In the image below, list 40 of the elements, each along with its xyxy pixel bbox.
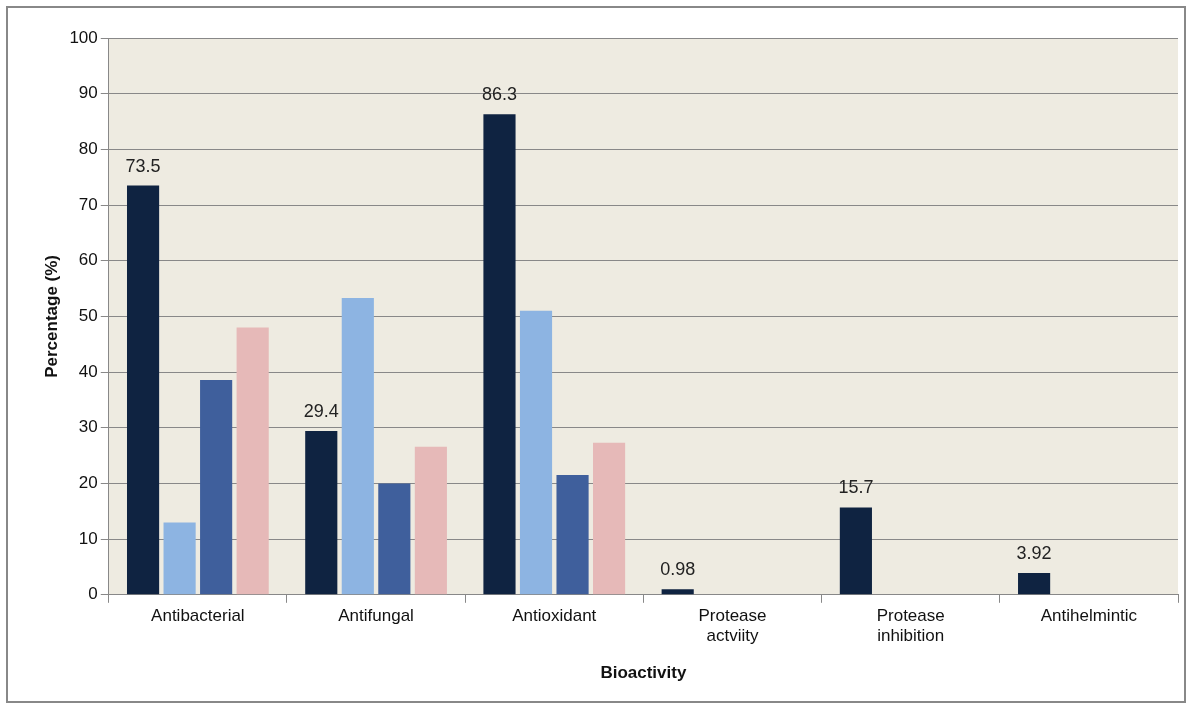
y-tick-label: 10 [78, 528, 98, 548]
x-tick-label: Antifungal [338, 605, 414, 625]
x-tick-label: Antihelmintic [1040, 605, 1138, 625]
data-label: 0.98 [660, 559, 696, 580]
y-tick-label: 0 [88, 584, 98, 604]
y-tick-label: 80 [78, 139, 98, 159]
bar [1018, 572, 1051, 595]
bar [661, 589, 694, 595]
bar [593, 442, 626, 595]
x-tick-label: Antioxidant [512, 605, 597, 625]
bar [483, 114, 516, 595]
y-tick-label: 30 [78, 417, 98, 437]
bar [236, 327, 269, 595]
bar [556, 475, 589, 595]
y-tick-label: 70 [78, 194, 98, 214]
y-tick-label: 20 [78, 473, 98, 493]
y-axis-title: Percentage (%) [41, 254, 61, 378]
x-tick-label: Protease actviity [698, 605, 767, 646]
bar [378, 483, 411, 595]
data-label: 15.7 [838, 477, 874, 498]
x-axis-title: Bioactivity [600, 663, 687, 683]
data-label: 86.3 [481, 84, 517, 105]
y-tick-label: 60 [78, 250, 98, 270]
y-tick-label: 90 [78, 83, 98, 103]
bar [305, 431, 338, 595]
y-tick-label: 40 [78, 361, 98, 381]
data-label: 29.4 [303, 401, 339, 422]
bar [200, 379, 233, 595]
data-label: 3.92 [1016, 542, 1052, 563]
data-label: 73.5 [125, 155, 161, 176]
x-tick-label: Antibacterial [151, 605, 245, 625]
bar [126, 185, 160, 595]
bar [341, 298, 374, 595]
bar [414, 446, 447, 595]
y-tick-label: 100 [69, 27, 98, 47]
x-tick-label: Protease inhibition [876, 605, 945, 646]
bar [839, 507, 872, 595]
bar [519, 310, 553, 595]
y-tick-label: 50 [78, 306, 98, 326]
bar [163, 522, 196, 595]
